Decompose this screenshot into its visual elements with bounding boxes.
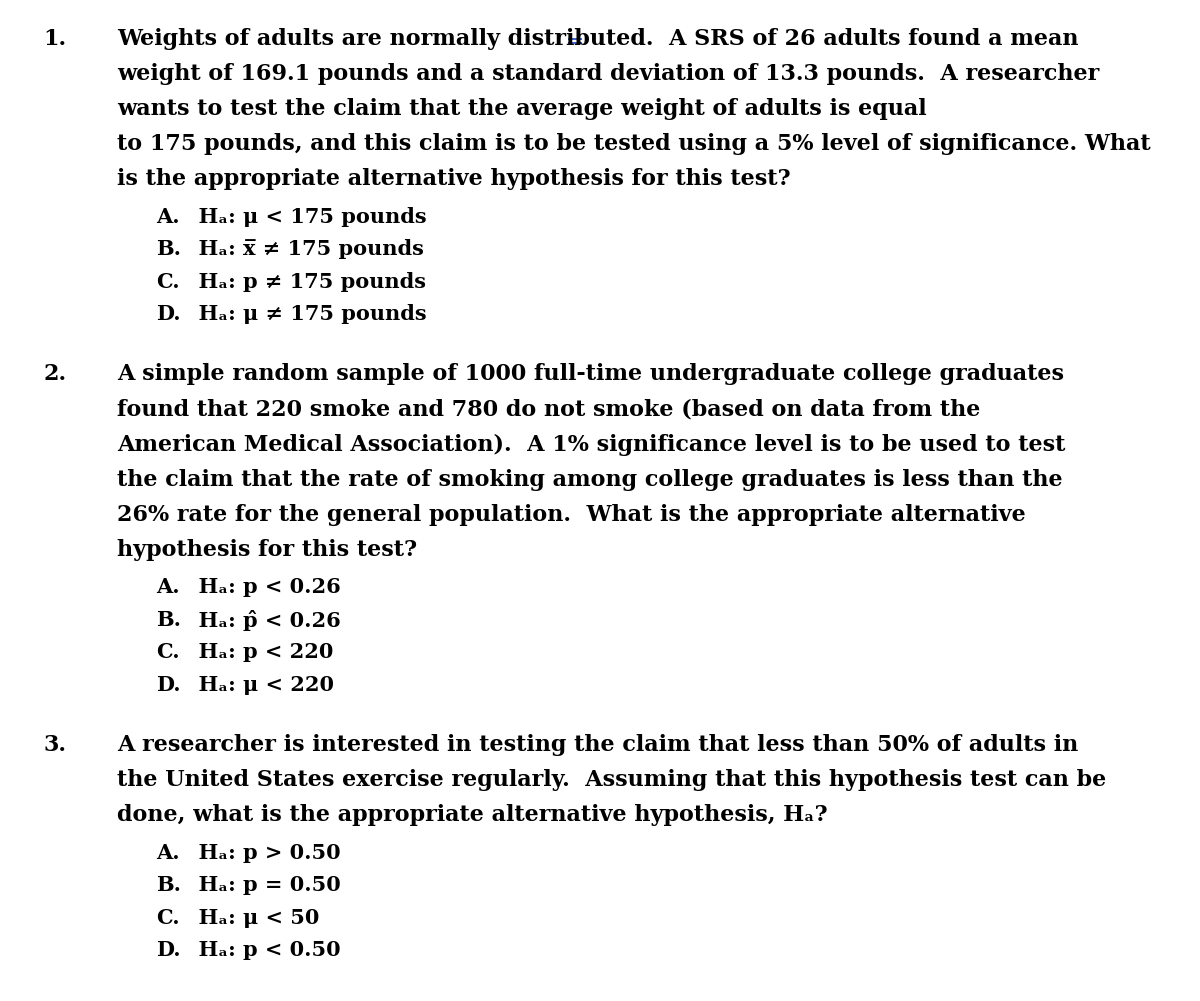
Text: A.: A.: [156, 843, 180, 863]
Text: hypothesis for this test?: hypothesis for this test?: [116, 539, 418, 561]
Text: Hₐ: x̅ ≠ 175 pounds: Hₐ: x̅ ≠ 175 pounds: [184, 239, 424, 259]
Text: to 175 pounds, and this claim is to be tested using a 5% level of significance. : to 175 pounds, and this claim is to be t…: [116, 133, 1151, 155]
Text: A.: A.: [156, 578, 180, 598]
Text: 3.: 3.: [43, 734, 66, 756]
Text: American Medical Association).  A 1% significance level is to be used to test: American Medical Association). A 1% sign…: [116, 433, 1066, 455]
Text: the United States exercise regularly.  Assuming that this hypothesis test can be: the United States exercise regularly. As…: [116, 769, 1106, 791]
Text: A simple random sample of 1000 full-time undergraduate college graduates: A simple random sample of 1000 full-time…: [116, 363, 1064, 385]
Text: Hₐ: p < 0.26: Hₐ: p < 0.26: [184, 578, 341, 598]
Text: D.: D.: [156, 675, 181, 695]
Text: found that 220 smoke and 780 do not smoke (based on data from the: found that 220 smoke and 780 do not smok…: [116, 398, 980, 420]
Text: B.: B.: [156, 610, 181, 630]
Text: 1.: 1.: [43, 28, 66, 50]
Text: the claim that the rate of smoking among college graduates is less than the: the claim that the rate of smoking among…: [116, 468, 1063, 490]
Text: C.: C.: [156, 908, 180, 928]
Text: weight of 169.1 pounds and a standard deviation of 13.3 pounds.  A researcher: weight of 169.1 pounds and a standard de…: [116, 63, 1099, 85]
Text: Hₐ: μ < 175 pounds: Hₐ: μ < 175 pounds: [184, 207, 426, 226]
Text: 26% rate for the general population.  What is the appropriate alternative: 26% rate for the general population. Wha…: [116, 504, 1026, 526]
Text: 2.: 2.: [43, 363, 66, 385]
Text: Hₐ: μ ≠ 175 pounds: Hₐ: μ ≠ 175 pounds: [184, 304, 426, 324]
Text: D.: D.: [156, 304, 181, 324]
Text: C.: C.: [156, 271, 180, 291]
Text: is the appropriate alternative hypothesis for this test?: is the appropriate alternative hypothesi…: [116, 168, 791, 190]
Text: Hₐ: p̂ < 0.26: Hₐ: p̂ < 0.26: [184, 610, 341, 631]
Text: C.: C.: [156, 643, 180, 663]
Text: B.: B.: [156, 875, 181, 895]
Text: Hₐ: μ < 220: Hₐ: μ < 220: [184, 675, 334, 695]
Text: done, what is the appropriate alternative hypothesis, Hₐ?: done, what is the appropriate alternativ…: [116, 804, 828, 826]
Text: B.: B.: [156, 239, 181, 259]
Text: wants to test the claim that the average weight of adults is equal: wants to test the claim that the average…: [116, 98, 926, 120]
Text: Weights of adults are normally distributed.  A SRS of 26 adults found a mean: Weights of adults are normally distribut…: [116, 28, 1079, 50]
Text: Hₐ: p < 220: Hₐ: p < 220: [184, 643, 334, 663]
Text: A.: A.: [156, 207, 180, 226]
Text: Hₐ: p > 0.50: Hₐ: p > 0.50: [184, 843, 341, 863]
Text: D.: D.: [156, 940, 181, 960]
Text: Hₐ: p < 0.50: Hₐ: p < 0.50: [184, 940, 341, 960]
Text: Hₐ: p ≠ 175 pounds: Hₐ: p ≠ 175 pounds: [184, 271, 426, 291]
Text: Hₐ: p = 0.50: Hₐ: p = 0.50: [184, 875, 341, 895]
Text: A researcher is interested in testing the claim that less than 50% of adults in: A researcher is interested in testing th…: [116, 734, 1079, 756]
Text: Hₐ: μ < 50: Hₐ: μ < 50: [184, 908, 319, 928]
